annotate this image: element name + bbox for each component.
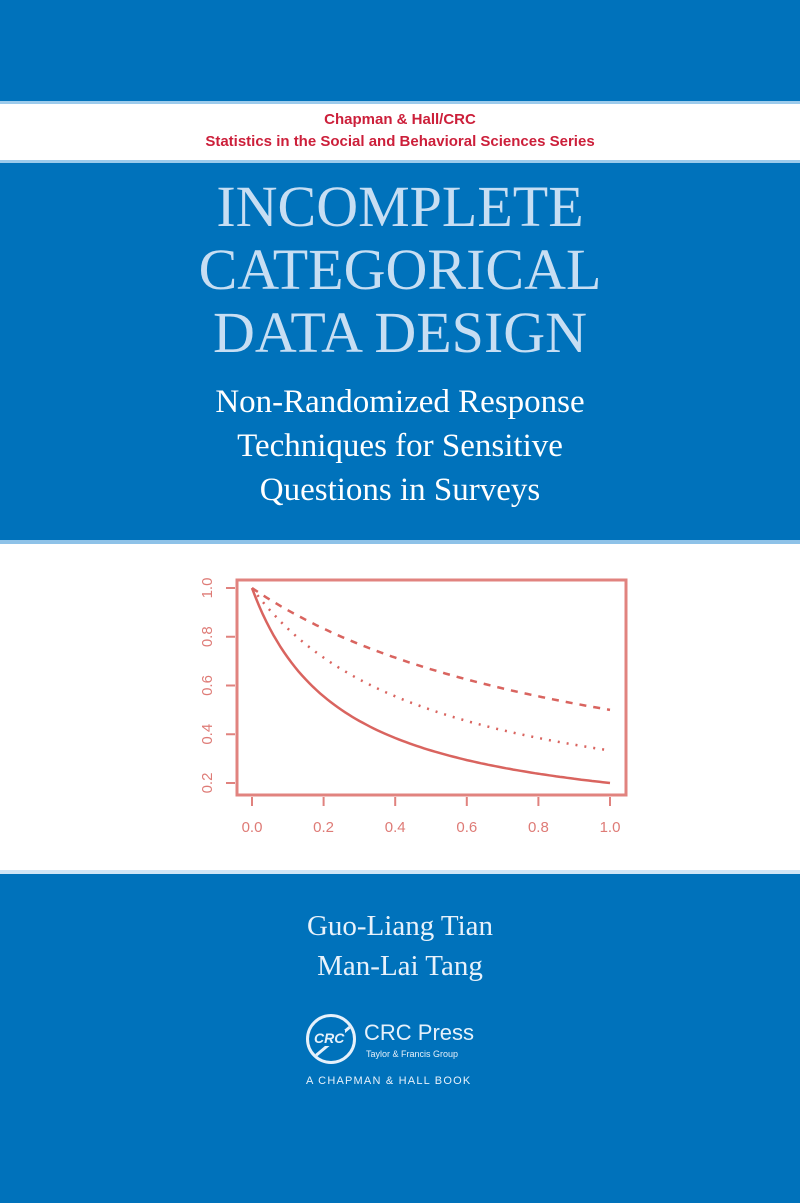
y-tick-label: 0.2	[199, 773, 216, 794]
plot-band: 0.0 0.2 0.4 0.6 0.8 1.0 0.2 0.4 0.6 0.8 1.0	[0, 540, 800, 874]
title-line-3: DATA DESIGN	[213, 300, 587, 365]
series-name-line: Statistics in the Social and Behavioral …	[205, 133, 595, 150]
x-tick-label: 0.4	[385, 819, 406, 836]
curve-dashed	[251, 586, 611, 712]
title-line-2: CATEGORICAL	[198, 237, 602, 302]
x-tick-label: 1.0	[600, 819, 621, 836]
publisher-name: CRC Press	[364, 1020, 475, 1045]
author-2: Man-Lai Tang	[317, 950, 483, 982]
subtitle-line-3: Questions in Surveys	[259, 472, 541, 508]
y-tick-label: 0.4	[199, 724, 216, 745]
curve-solid	[250, 587, 611, 785]
plot-frame	[235, 578, 628, 797]
x-tick-label: 0.2	[313, 819, 334, 836]
series-banner: Chapman & Hall/CRC Statistics in the Soc…	[0, 101, 800, 163]
title-line-1: INCOMPLETE	[216, 174, 584, 239]
subtitle-line-1: Non-Randomized Response	[215, 384, 585, 420]
crc-logo-icon: CRC	[306, 1014, 356, 1064]
subtitle-line-2: Techniques for Sensitive	[237, 428, 563, 464]
y-tick-label: 0.8	[199, 626, 216, 647]
publisher-group: Taylor & Francis Group	[366, 1049, 459, 1059]
x-tick-label: 0.0	[242, 819, 263, 836]
cover-chart: 0.0 0.2 0.4 0.6 0.8 1.0 0.2 0.4 0.6 0.8 1.0	[199, 578, 628, 836]
y-tick-label: 1.0	[199, 578, 216, 599]
y-tick-label: 0.6	[199, 675, 216, 696]
series-publisher-line: Chapman & Hall/CRC	[324, 111, 476, 128]
publisher-imprint: A CHAPMAN & HALL BOOK	[306, 1075, 472, 1087]
curve-dotted	[251, 587, 611, 752]
x-tick-label: 0.8	[528, 819, 549, 836]
author-1: Guo-Liang Tian	[306, 910, 494, 942]
x-tick-label: 0.6	[456, 819, 477, 836]
